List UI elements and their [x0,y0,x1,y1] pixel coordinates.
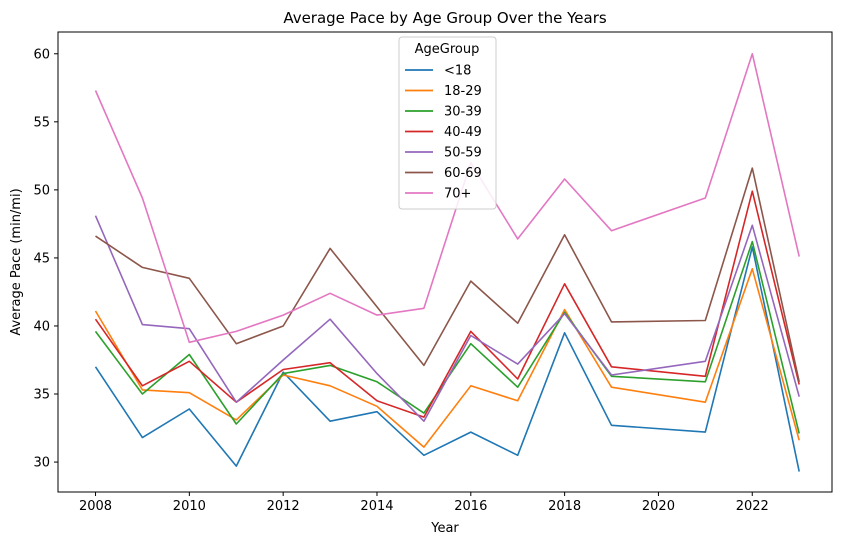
legend-label: 60-69 [444,166,482,181]
x-tick-label: 2020 [642,499,675,514]
y-tick-label: 30 [33,456,50,471]
series-line-40-49 [94,190,800,418]
legend-label: <18 [444,64,471,79]
x-tick-label: 2008 [79,499,112,514]
legend-label: 30-39 [444,105,482,120]
plot-area-frame [57,31,833,493]
x-tick-label: 2018 [548,499,581,514]
legend: AgeGroup <18 18-29 30-39 40-49 50-59 60-69 70+ [398,36,497,210]
series-line-70 [94,52,800,344]
x-axis-label: Year [430,521,459,536]
y-tick-label: 50 [33,183,50,198]
legend-title: AgeGroup [415,42,480,57]
series-line-under-18 [94,246,800,472]
legend-frame [398,36,497,210]
legend-label: 50-59 [444,146,482,161]
series-line-50-59 [94,215,800,423]
series-line-30-39 [94,240,800,434]
x-tick-label: 2014 [360,499,393,514]
chart-title: Average Pace by Age Group Over the Years [283,9,607,27]
legend-items: <18 18-29 30-39 40-49 50-59 60-69 70+ [405,64,482,202]
legend-label: 40-49 [444,125,482,140]
y-tick-label: 55 [33,115,50,130]
x-tick-label: 2022 [736,499,769,514]
series-lines [94,52,800,472]
y-tick-label: 40 [33,319,50,334]
series-line-60-69 [95,167,800,382]
y-axis-ticks: 30 35 40 45 50 55 60 [33,47,58,471]
y-tick-label: 60 [33,47,50,62]
series-line-18-29 [94,267,800,448]
y-tick-label: 45 [33,251,50,266]
x-tick-label: 2016 [454,499,487,514]
legend-label: 18-29 [444,84,482,99]
legend-label: 70+ [444,187,471,202]
x-axis-ticks: 2008 2010 2012 2014 2016 2018 2020 2022 [79,492,769,514]
y-tick-label: 35 [33,388,50,403]
x-tick-label: 2010 [173,499,206,514]
x-tick-label: 2012 [267,499,300,514]
y-axis-label: Average Pace (min/mi) [9,188,24,335]
